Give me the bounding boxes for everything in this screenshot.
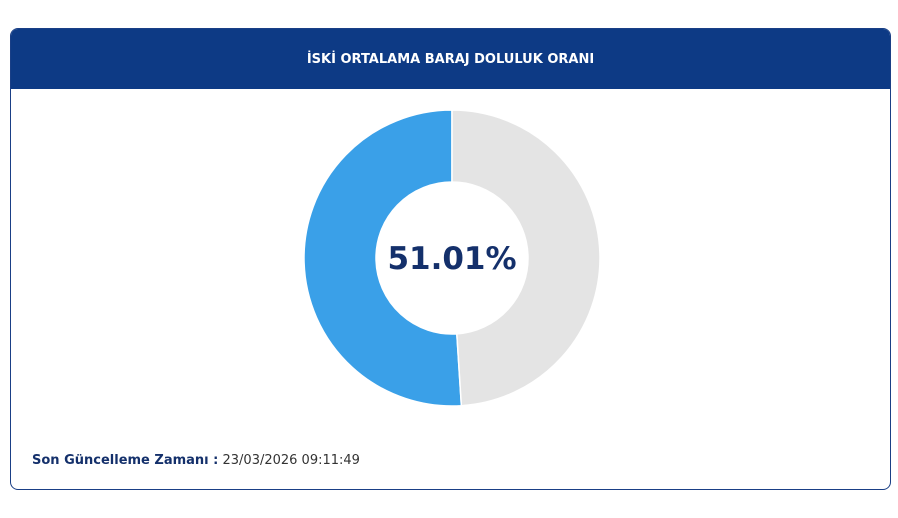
footer: Son Güncelleme Zamanı : 23/03/2026 09:11… bbox=[32, 453, 360, 468]
chart-title: İSKİ ORTALAMA BARAJ DOLULUK ORANI bbox=[306, 51, 595, 67]
chart: 51.01% bbox=[303, 109, 601, 407]
card: İSKİ ORTALAMA BARAJ DOLULUK ORANI 51.01%… bbox=[10, 28, 891, 490]
donut-segment bbox=[303, 109, 463, 407]
center-label: 51.01% bbox=[387, 241, 516, 277]
donut-segment bbox=[451, 109, 601, 407]
card-header: İSKİ ORTALAMA BARAJ DOLULUK ORANI bbox=[11, 29, 890, 89]
footer-label: Son Güncelleme Zamanı : bbox=[32, 453, 219, 468]
footer-value: 23/03/2026 09:11:49 bbox=[222, 453, 360, 468]
